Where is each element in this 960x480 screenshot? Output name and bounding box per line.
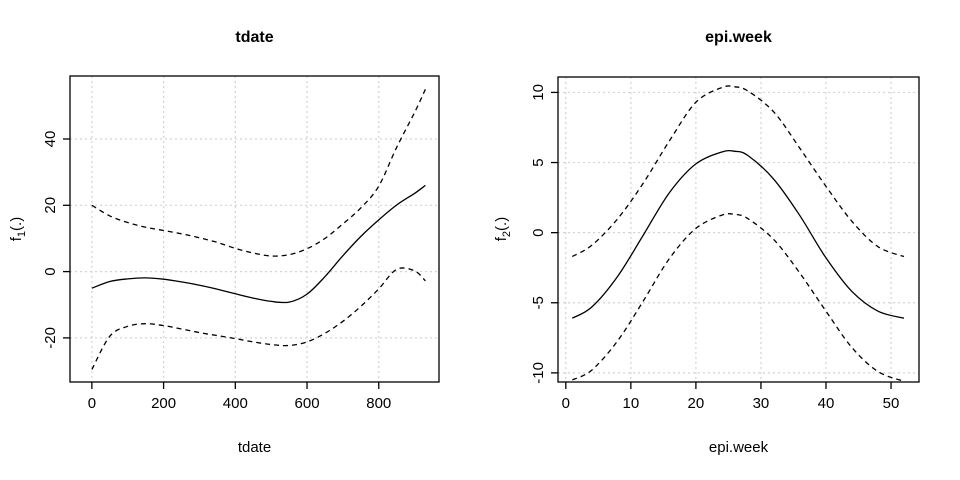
y-axis-label-f2: f2(.) [492,189,513,269]
x-axis-label-tdate: tdate [237,439,272,456]
plot-box [69,75,440,383]
epiweek-chart-svg: 0 10 20 30 40 50 -10 -5 0 5 10 [530,76,920,412]
x-tick-label: 20 [688,395,705,412]
y-tick-label: 20 [42,197,59,214]
plot-box [557,76,920,383]
y-label-base: f [8,237,25,242]
y-label-subscript: 1 [16,230,28,238]
x-tick-label: 40 [818,395,835,412]
plot-panel-epiweek: 0 10 20 30 40 50 -10 -5 0 5 10 epi.week epi.week f… [480,0,960,480]
y-tick-label: 5 [530,158,547,166]
x-tick-label: 400 [223,395,248,412]
y-tick-label: 0 [530,228,547,236]
y-label-subscript: 2 [501,230,513,238]
y-tick-label: 40 [42,131,59,148]
series-lower-ci [91,267,426,370]
series-upper-ci [571,85,905,258]
x-tick-label: 600 [295,395,320,412]
x-axis-label-epiweek: epi.week [708,439,769,456]
y-label-suffix: (.) [8,216,25,231]
y-axis-label-f1: f1(.) [7,189,28,269]
series-upper-ci [91,89,426,257]
plot-title-epiweek: epi.week [705,29,772,46]
series-lower-ci [572,213,905,382]
tdate-chart-svg: 0 200 400 600 800 -20 0 20 40 [42,75,440,412]
plot-title-tdate: tdate [235,29,274,46]
x-tick-label: 30 [753,395,770,412]
series-fit [571,149,905,319]
x-tick-label: 50 [883,395,900,412]
y-tick-label: 0 [42,267,59,275]
series-fit [91,184,426,304]
x-tick-label: 10 [623,395,640,412]
y-label-base: f [493,237,510,242]
x-tick-label: 0 [88,395,96,412]
x-tick-label: 0 [562,395,570,412]
plot-panel-tdate: 0 200 400 600 800 -20 0 20 40 tdate tdate f1(.) [7,29,440,456]
x-tick-label: 200 [151,395,176,412]
y-tick-label: -20 [42,327,59,349]
y-tick-label: 10 [530,84,547,101]
y-tick-label: -10 [530,362,547,384]
y-label-suffix: (.) [493,216,510,231]
y-tick-label: -5 [530,296,547,309]
x-tick-label: 800 [366,395,391,412]
